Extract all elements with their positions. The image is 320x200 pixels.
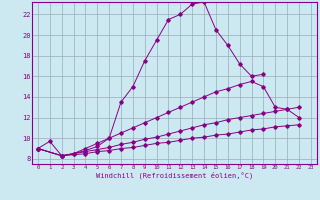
X-axis label: Windchill (Refroidissement éolien,°C): Windchill (Refroidissement éolien,°C) — [96, 172, 253, 179]
